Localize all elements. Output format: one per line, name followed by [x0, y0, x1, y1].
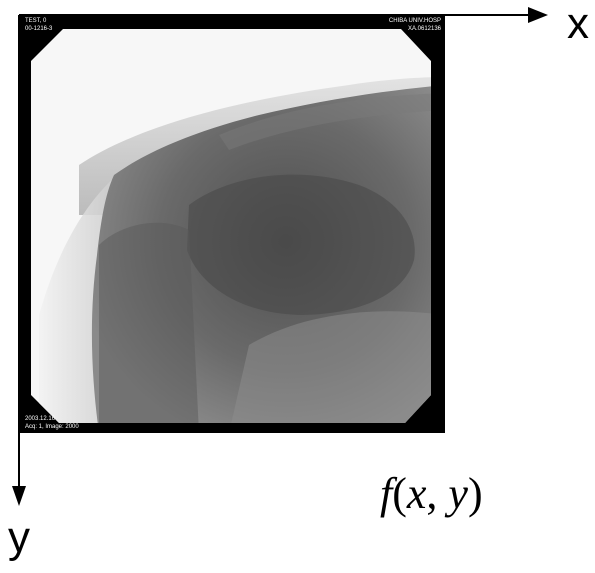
formula-x: x	[406, 469, 427, 518]
overlay-top-left: TEST, 0 00-1216-3	[25, 17, 52, 33]
formula-func: f	[380, 469, 393, 518]
x-axis-arrowhead	[528, 7, 548, 23]
x-axis-label: x	[567, 0, 589, 48]
overlay-line: CHIBA UNIV.HOSP	[388, 18, 441, 24]
y-axis-label: y	[8, 513, 30, 562]
xray-image: TEST, 0 00-1216-3 CHIBA UNIV.HOSP XA.061…	[19, 15, 445, 433]
xray-image-content	[31, 29, 431, 423]
overlay-bottom-left: 2003.12.16 Acq: 1, Image: 2000	[25, 415, 79, 431]
overlay-line: 2003.12.16	[25, 416, 56, 422]
y-axis-arrowhead	[12, 486, 26, 506]
function-label: f(x, y)	[380, 468, 483, 520]
overlay-line: XA.0612136	[407, 26, 441, 32]
overlay-line: 00-1216-3	[25, 26, 53, 32]
overlay-top-right: CHIBA UNIV.HOSP XA.0612136	[389, 17, 441, 33]
formula-close-paren: )	[467, 469, 483, 518]
formula-comma: ,	[426, 469, 438, 518]
overlay-line: Acq: 1, Image: 2000	[25, 424, 79, 430]
formula-open-paren: (	[392, 469, 407, 518]
overlay-line: TEST, 0	[25, 18, 47, 24]
formula-y: y	[448, 469, 468, 518]
